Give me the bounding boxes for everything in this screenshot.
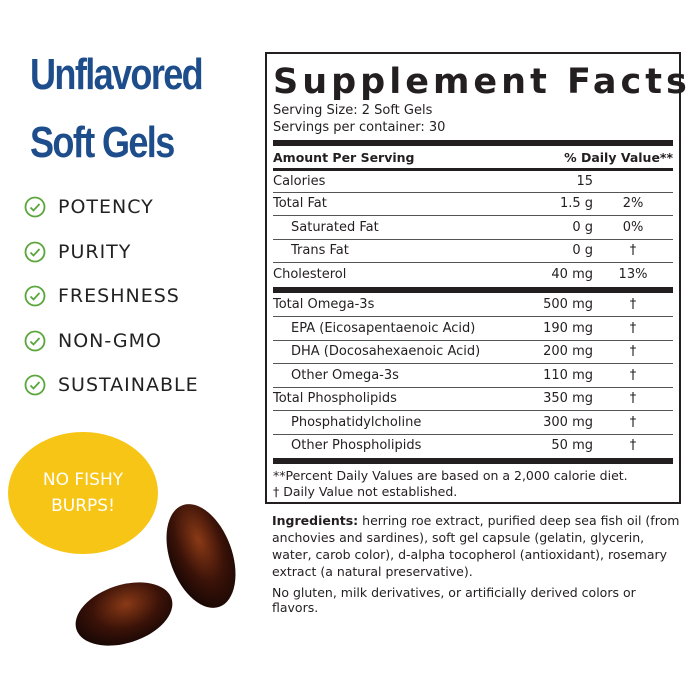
feature-label: POTENCY <box>58 196 154 218</box>
feature-item: POTENCY <box>24 196 154 218</box>
headline-line2: Soft Gels <box>30 118 175 167</box>
soft-gel-image <box>67 570 181 658</box>
badge-line2: BURPS! <box>51 496 115 516</box>
serving-size: Serving Size: 2 Soft Gels <box>273 103 433 118</box>
nutrient-amount: 50 mg <box>551 438 593 454</box>
nutrient-dv: † <box>629 367 637 383</box>
nutrient-dv: 13% <box>618 266 648 282</box>
nutrient-row: Trans Fat 0 g † <box>273 238 673 263</box>
feature-item: PURITY <box>24 241 131 263</box>
nutrient-name: Saturated Fat <box>291 219 379 235</box>
nutrient-row: DHA (Docosahexaenoic Acid) 200 mg † <box>273 339 673 364</box>
feature-label: NON-GMO <box>58 329 163 352</box>
ingredients-text: herring roe extract, purified deep sea f… <box>272 513 680 579</box>
feature-item: FRESHNESS <box>24 285 180 307</box>
nutrient-name: Phosphatidylcholine <box>291 414 422 430</box>
nutrient-amount: 190 mg <box>543 320 593 336</box>
feature-label: PURITY <box>58 240 132 263</box>
nutrient-amount: 300 mg <box>543 414 593 430</box>
nutrient-row: Cholesterol 40 mg 13% <box>273 262 673 286</box>
amount-header: Amount Per Serving <box>273 149 415 165</box>
nutrient-row: Phosphatidylcholine 300 mg † <box>273 410 673 434</box>
nutrient-dv: † <box>629 391 637 407</box>
nutrient-name: Calories <box>273 173 326 189</box>
nutrient-name: Other Omega-3s <box>291 367 399 383</box>
nutrient-amount: 200 mg <box>543 344 593 360</box>
nutrient-name: Total Fat <box>273 196 327 212</box>
nutrient-amount: 15 <box>576 173 593 189</box>
nutrient-amount: 1.5 g <box>559 196 593 212</box>
footnote-dagger: † Daily Value not established. <box>273 484 458 499</box>
nutrient-amount: 0 g <box>572 243 593 259</box>
nutrient-dv: 0% <box>622 219 644 235</box>
nutrient-amount: 40 mg <box>551 266 593 282</box>
nutrient-dv: † <box>629 414 637 430</box>
ingredients: Ingredients: herring roe extract, purifi… <box>272 512 682 580</box>
check-circle-icon <box>24 330 46 351</box>
facts-header: Amount Per Serving % Daily Value** <box>273 146 673 168</box>
facts-title: Supplement Facts <box>273 62 690 102</box>
free-from-statement: No gluten, milk derivatives, or artifici… <box>272 585 636 615</box>
nutrient-name: DHA (Docosahexaenoic Acid) <box>291 344 481 360</box>
nutrient-amount: 110 mg <box>543 367 593 383</box>
badge-line1: NO FISHY <box>42 470 124 490</box>
nutrient-name: Trans Fat <box>291 243 349 259</box>
no-fishy-burps-badge: NO FISHY BURPS! <box>8 432 158 554</box>
check-circle-icon <box>24 241 46 262</box>
feature-item: NON-GMO <box>24 330 162 352</box>
nutrient-name: Cholesterol <box>273 266 347 282</box>
nutrient-row: Calories 15 <box>273 168 673 192</box>
nutrient-row: Total Omega-3s 500 mg † <box>273 293 673 317</box>
dv-header: % Daily Value** <box>564 149 673 165</box>
nutrient-row: Other Phospholipids 50 mg † <box>273 433 673 458</box>
nutrient-name: Total Phospholipids <box>273 391 397 407</box>
supplement-facts-panel: Supplement Facts Serving Size: 2 Soft Ge… <box>265 52 690 504</box>
nutrient-row: Other Omega-3s 110 mg † <box>273 363 673 387</box>
nutrient-dv: 2% <box>622 196 644 212</box>
nutrient-amount: 500 mg <box>543 296 593 312</box>
nutrient-dv: † <box>629 344 637 360</box>
nutrient-dv: † <box>629 296 637 312</box>
check-circle-icon <box>24 374 46 396</box>
nutrient-row: Total Phospholipids 350 mg † <box>273 386 673 411</box>
nutrient-row: EPA (Eicosapentaenoic Acid) 190 mg † <box>273 316 673 340</box>
nutrient-amount: 0 g <box>572 219 593 235</box>
nutrient-dv: † <box>629 243 637 259</box>
ingredients-label: Ingredients: <box>272 513 359 528</box>
nutrient-dv: † <box>629 438 637 454</box>
nutrient-row: Total Fat 1.5 g 2% <box>273 191 673 216</box>
check-circle-icon <box>24 196 46 218</box>
feature-label: FRESHNESS <box>58 285 180 307</box>
check-circle-icon <box>24 285 46 307</box>
footnote-dv: **Percent Daily Values are based on a 2,… <box>273 468 628 483</box>
nutrient-name: EPA (Eicosapentaenoic Acid) <box>291 320 476 336</box>
nutrient-name: Total Omega-3s <box>273 296 375 312</box>
nutrient-name: Other Phospholipids <box>291 438 422 454</box>
nutrient-amount: 350 mg <box>543 391 593 407</box>
feature-label: SUSTAINABLE <box>58 374 199 396</box>
servings-per-container: Servings per container: 30 <box>273 120 446 135</box>
nutrient-dv: † <box>629 320 637 336</box>
nutrient-row: Saturated Fat 0 g 0% <box>273 215 673 239</box>
feature-item: SUSTAINABLE <box>24 374 199 396</box>
headline-line1: Unflavored <box>30 50 204 99</box>
